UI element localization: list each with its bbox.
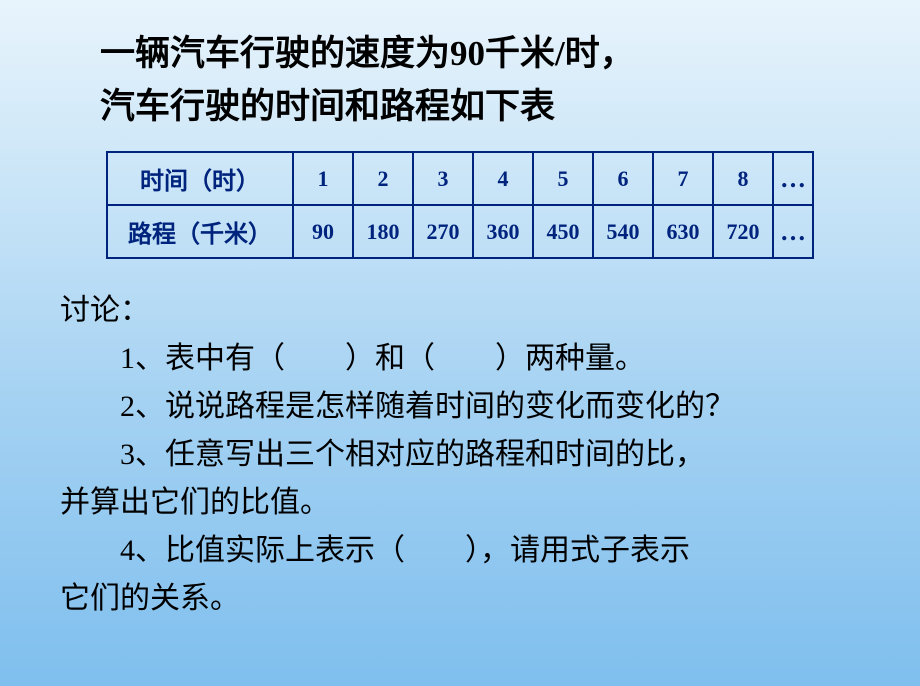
table-row-time: 时间（时） 1 2 3 4 5 6 7 8 … (107, 152, 813, 205)
slide: 一辆汽车行驶的速度为90千米/时， 汽车行驶的时间和路程如下表 时间（时） 1 … (0, 0, 920, 686)
data-table: 时间（时） 1 2 3 4 5 6 7 8 … 路程（千米） 90 180 27… (106, 151, 814, 259)
discussion-block: 讨论： 1、表中有（ ）和（ ）两种量。 2、说说路程是怎样随着时间的变化而变化… (60, 287, 860, 623)
question-4b: 它们的关系。 (60, 575, 860, 623)
question-1: 1、表中有（ ）和（ ）两种量。 (60, 335, 860, 383)
cell-time-ellipsis: … (773, 152, 813, 205)
cell-dist-5: 540 (593, 205, 653, 258)
row-header-time: 时间（时） (107, 152, 293, 205)
cell-dist-7: 720 (713, 205, 773, 258)
cell-time-5: 6 (593, 152, 653, 205)
question-3a: 3、任意写出三个相对应的路程和时间的比， (60, 431, 860, 479)
cell-dist-3: 360 (473, 205, 533, 258)
question-2: 2、说说路程是怎样随着时间的变化而变化的？ (60, 383, 860, 431)
question-3b: 并算出它们的比值。 (60, 479, 860, 527)
cell-time-0: 1 (293, 152, 353, 205)
title-line-1: 一辆汽车行驶的速度为90千米/时， (100, 34, 635, 73)
question-4a: 4、比值实际上表示（ ），请用式子表示 (60, 527, 860, 575)
cell-dist-6: 630 (653, 205, 713, 258)
cell-dist-4: 450 (533, 205, 593, 258)
discuss-label: 讨论： (60, 287, 860, 335)
cell-time-7: 8 (713, 152, 773, 205)
cell-dist-ellipsis: … (773, 205, 813, 258)
cell-dist-2: 270 (413, 205, 473, 258)
title-line-2: 汽车行驶的时间和路程如下表 (100, 87, 555, 126)
cell-dist-0: 90 (293, 205, 353, 258)
cell-time-2: 3 (413, 152, 473, 205)
cell-time-3: 4 (473, 152, 533, 205)
cell-time-4: 5 (533, 152, 593, 205)
row-header-distance: 路程（千米） (107, 205, 293, 258)
cell-time-6: 7 (653, 152, 713, 205)
cell-time-1: 2 (353, 152, 413, 205)
table-row-distance: 路程（千米） 90 180 270 360 450 540 630 720 … (107, 205, 813, 258)
cell-dist-1: 180 (353, 205, 413, 258)
slide-title: 一辆汽车行驶的速度为90千米/时， 汽车行驶的时间和路程如下表 (100, 28, 860, 133)
